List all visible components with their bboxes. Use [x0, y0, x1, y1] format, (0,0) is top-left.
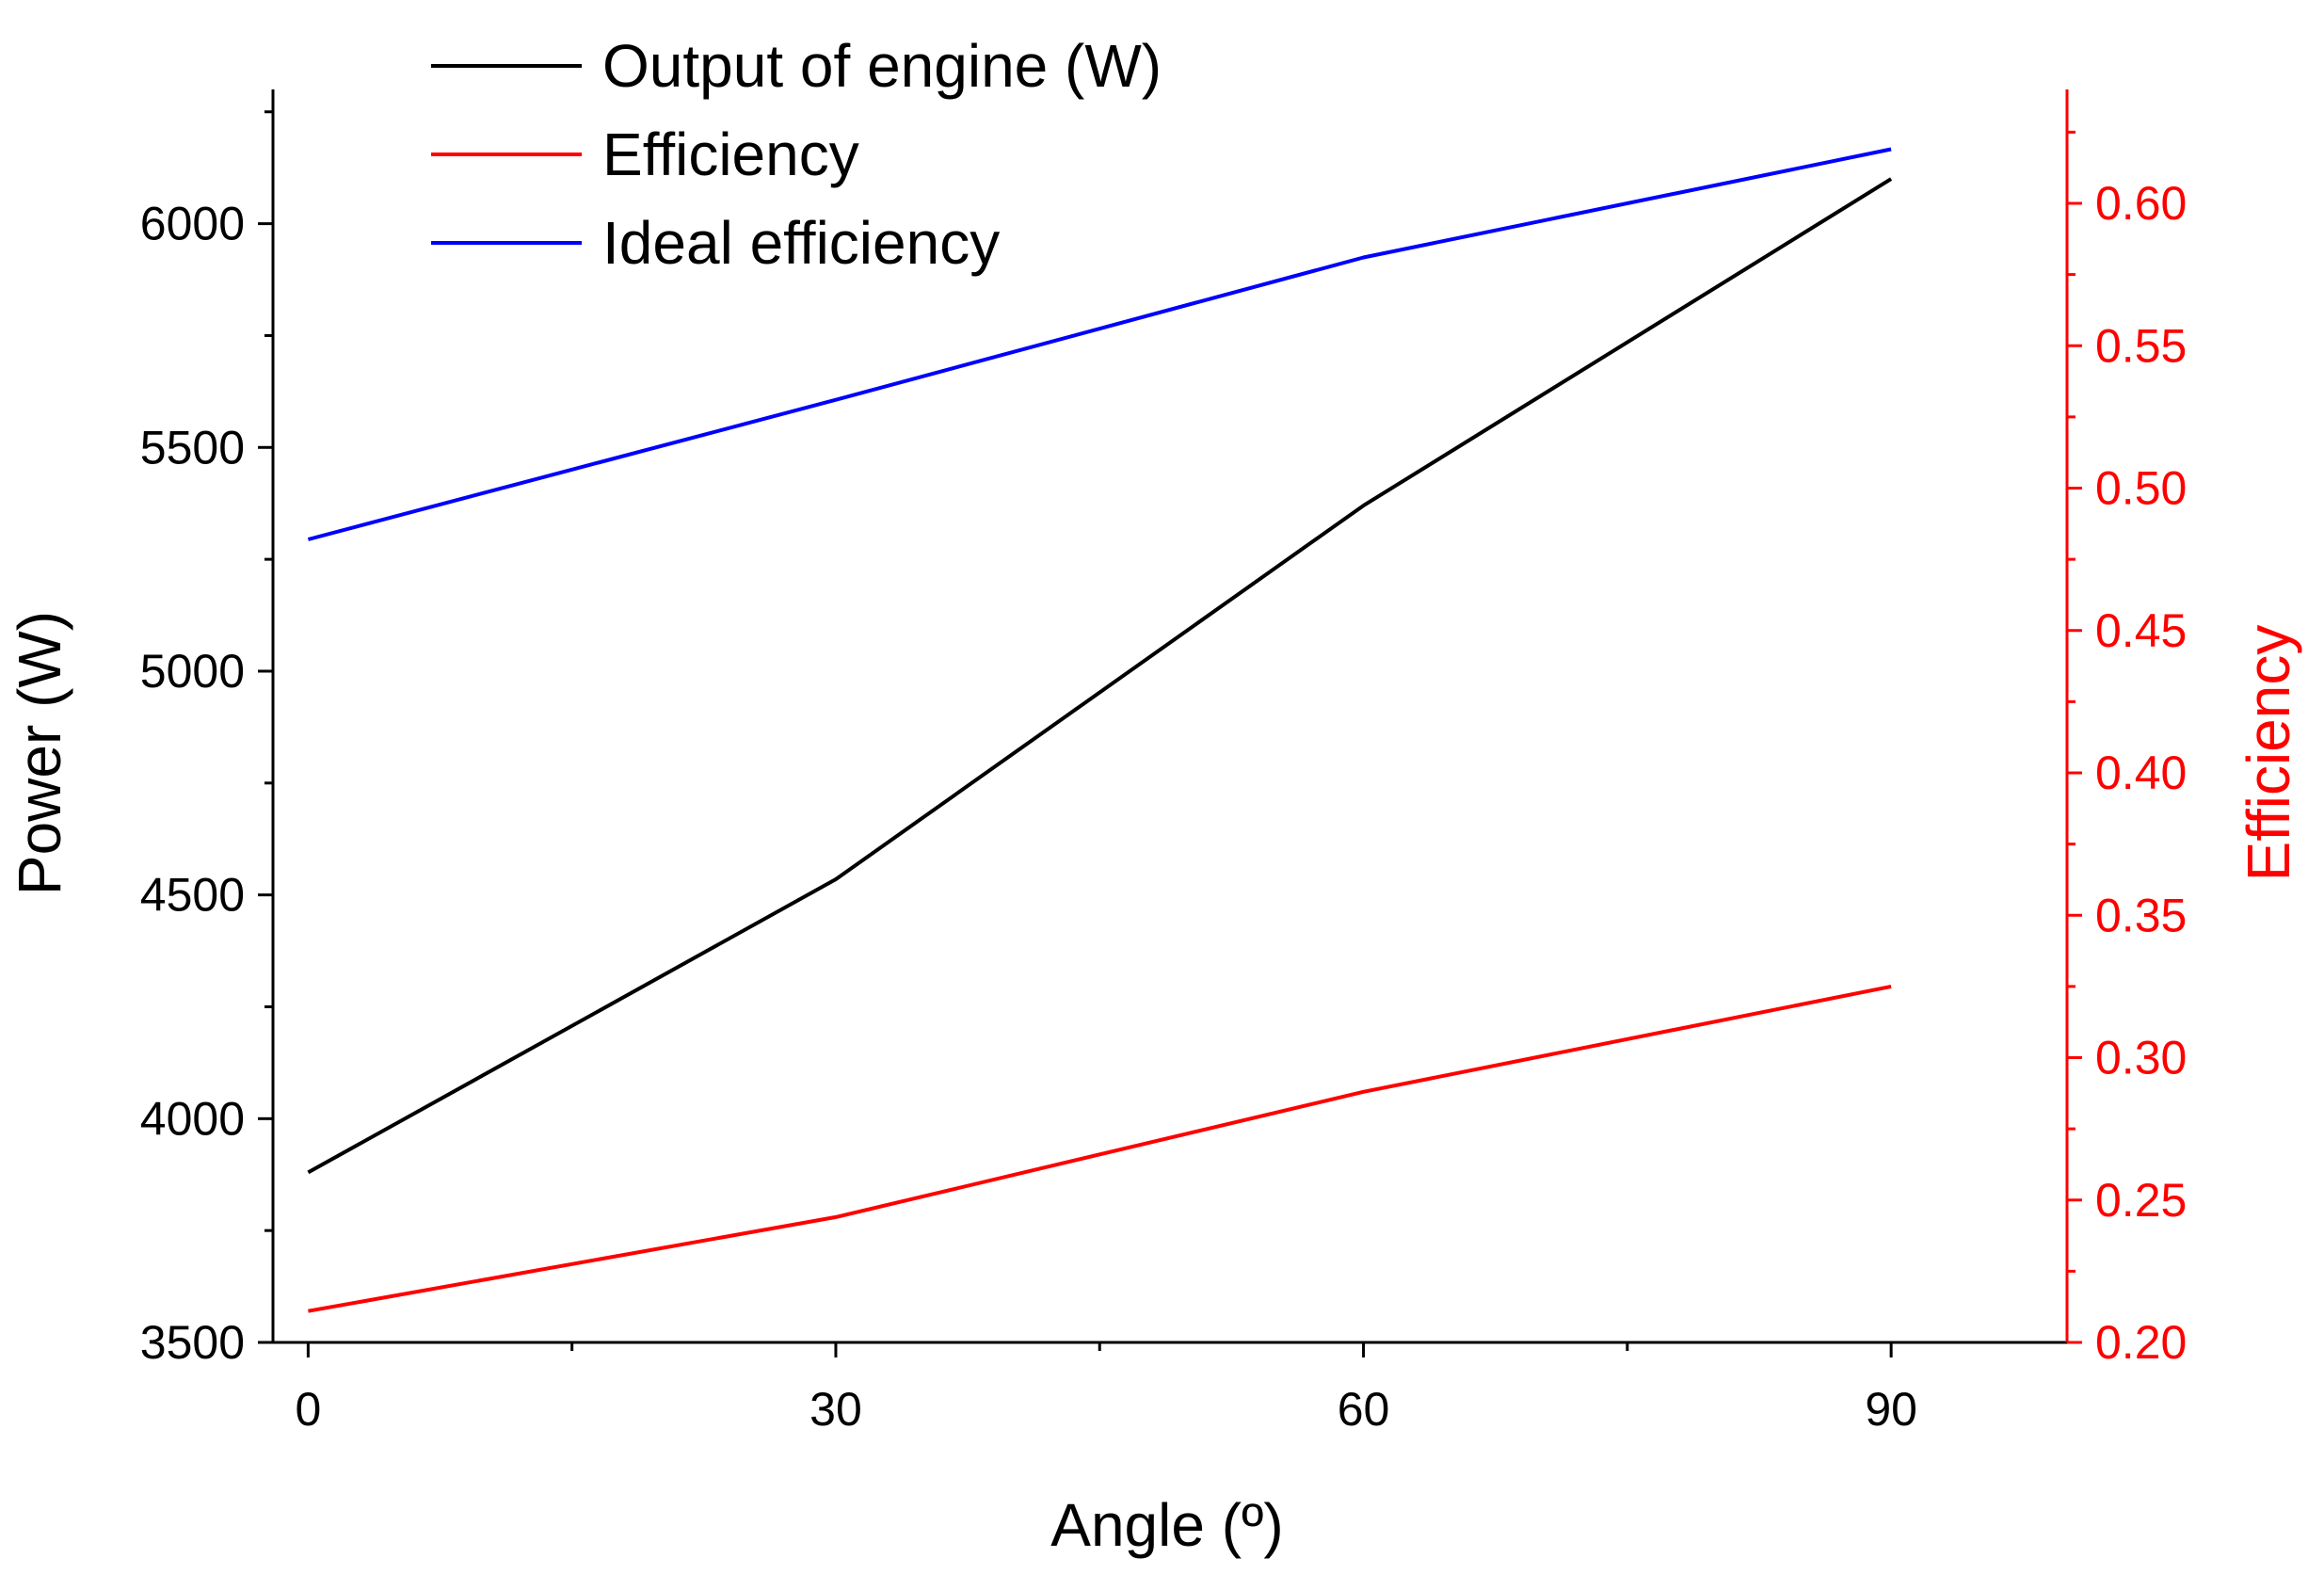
y-left-tick-label: 5000 — [140, 645, 245, 698]
y-right-tick-label: 0.20 — [2095, 1316, 2187, 1369]
series-line-output-of-engine-w — [307, 177, 1893, 1175]
y-left-tick-label: 5500 — [140, 421, 245, 474]
y-left-tick-label: 3500 — [140, 1316, 245, 1369]
y-axis-left-title: Power (W) — [6, 611, 73, 895]
series-line-ideal-efficiency — [307, 147, 1892, 541]
y-left-tick-label: 4000 — [140, 1092, 245, 1145]
y-right-tick-label: 0.25 — [2095, 1174, 2187, 1227]
legend: Output of engine (W) Efficiency Ideal effi… — [431, 32, 1162, 277]
y-axis-right-title: Efficiency — [2235, 625, 2302, 882]
y-right-tick-label: 0.45 — [2095, 604, 2187, 657]
x-axis-title: Angle (º) — [1050, 1491, 1283, 1559]
y-left-tick-label: 4500 — [140, 869, 245, 922]
x-tick-label: 0 — [295, 1383, 321, 1436]
series-group — [307, 147, 1893, 1313]
legend-label-output-of-engine-w: Output of engine (W) — [602, 32, 1162, 100]
legend-label-ideal-efficiency: Ideal efficiency — [602, 209, 1000, 277]
y-right-tick-label: 0.60 — [2095, 177, 2187, 230]
x-tick-label: 60 — [1338, 1383, 1390, 1436]
x-tick-label: 90 — [1865, 1383, 1917, 1436]
axes-group: 3500 4000 4500 5000 5500 6000 0 30 60 90 0.20 0.25 0… — [140, 89, 2187, 1436]
y-right-tick-label: 0.50 — [2095, 462, 2187, 515]
y-right-tick-label: 0.40 — [2095, 747, 2187, 799]
y-left-tick-label: 6000 — [140, 198, 245, 250]
x-tick-label: 30 — [809, 1383, 862, 1436]
y-right-tick-label: 0.30 — [2095, 1032, 2187, 1084]
legend-label-efficiency: Efficiency — [602, 120, 859, 188]
series-line-efficiency — [308, 984, 1892, 1313]
y-right-tick-label: 0.35 — [2095, 889, 2187, 941]
y-right-tick-label: 0.55 — [2095, 319, 2187, 372]
